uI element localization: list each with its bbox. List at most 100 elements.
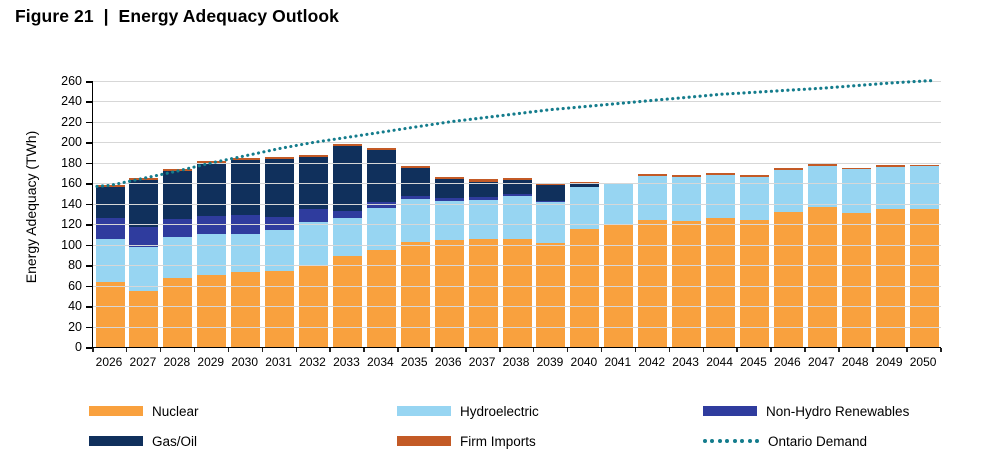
bar-2045-firm-imports [739,175,769,178]
bar-2040-hydroelectric [570,187,600,230]
x-tick [159,348,162,352]
legend-dot [754,439,759,443]
bar-2032-firm-imports [299,154,329,157]
bar-2044-firm-imports [706,173,736,176]
bar-2026-hydroelectric [95,238,125,282]
x-tick-label-2050: 2050 [909,355,937,369]
bar-2035-non-hydro-renewables [400,195,430,199]
x-tick [397,348,399,352]
bar-2030-gas-oil [231,159,261,215]
bar-2035-nuclear [400,241,430,347]
bar-2039-nuclear [536,242,566,347]
bar-2037-non-hydro-renewables [468,196,498,200]
bar-2037-firm-imports [468,179,498,183]
x-tick [431,348,433,352]
plot-area [92,79,941,348]
bar-2040-firm-imports [570,181,600,184]
x-tick-label-2048: 2048 [841,355,869,369]
y-tick-180 [86,162,92,165]
bar-2035-firm-imports [400,165,430,168]
x-tick [193,348,196,352]
y-tick-label-240: 240 [61,94,82,109]
bar-2043-hydroelectric [672,177,702,222]
x-tick-label-2029: 2029 [197,355,225,369]
bar-2038-firm-imports [502,177,532,181]
bar-2026-firm-imports [95,185,125,188]
x-tick-label-2037: 2037 [468,355,496,369]
bar-2046-hydroelectric [773,170,803,212]
bar-2048-firm-imports [841,167,871,169]
legend-swatch-gas-oil [89,436,143,446]
gridline-40 [93,306,941,308]
bar-2035-hydroelectric [400,198,430,242]
x-tick-label-2043: 2043 [672,355,699,369]
gridline-160 [93,183,941,185]
bar-2042-nuclear [638,220,668,347]
legend-dot [717,439,722,443]
bar-2039-firm-imports [536,183,566,186]
figure-title: Figure 21 | Energy Adequacy Outlook [15,6,339,26]
legend-item-ontario-demand: Ontario Demand [703,432,867,450]
ontario-demand-line [95,79,933,188]
bar-2046-firm-imports [773,167,803,170]
bar-2041-hydroelectric [604,184,634,226]
bar-2026-nuclear [95,281,125,347]
x-tick [702,348,705,352]
y-tick-220 [86,121,92,124]
bar-2049-firm-imports [875,165,905,167]
y-tick-80 [86,265,92,267]
bar-2046-nuclear [773,211,803,347]
legend-label-nuclear: Nuclear [152,403,199,419]
bar-2029-gas-oil [197,162,227,217]
gridline-60 [93,285,941,287]
bar-2043-firm-imports [672,175,702,178]
x-tick-label-2026: 2026 [95,355,123,369]
bar-2045-nuclear [739,220,769,347]
legend-item-gas-oil: Gas/Oil [89,432,197,450]
y-tick-label-20: 20 [68,319,82,334]
legend-dot [710,439,715,443]
bar-2049-hydroelectric [875,166,905,209]
bar-2036-nuclear [434,239,464,347]
legend-item-nuclear: Nuclear [89,402,199,420]
bar-2040-gas-oil [570,183,600,188]
x-tick [770,348,772,352]
gridline-200 [93,142,941,144]
x-tick [634,348,637,352]
y-tick-label-60: 60 [68,278,82,293]
legend-dot [732,439,737,443]
bar-2034-non-hydro-renewables [366,201,396,208]
y-tick-0 [86,347,92,349]
y-tick-60 [86,285,92,288]
x-tick [465,348,467,352]
bar-2030-nuclear [231,272,261,347]
bar-2036-non-hydro-renewables [434,197,464,201]
x-tick [532,348,535,352]
x-tick [499,348,501,352]
gridline-100 [93,244,941,246]
x-tick [872,348,874,352]
bar-2033-non-hydro-renewables [332,210,362,219]
x-tick-label-2042: 2042 [638,355,666,369]
legend-dot [740,439,745,443]
chart-legend: Nuclear Hydroelectric Non-Hydro Renewables… [0,398,982,460]
bar-2033-firm-imports [332,144,362,147]
y-tick-label-260: 260 [61,74,82,88]
x-tick-label-2030: 2030 [231,355,259,369]
x-tick-label-2028: 2028 [163,355,191,369]
bar-2027-firm-imports [129,178,159,181]
legend-label-gas-oil: Gas/Oil [152,433,198,449]
ontario-demand-path [95,79,933,188]
bar-2050-firm-imports [909,164,939,166]
y-tick-label-120: 120 [61,217,82,232]
x-tick-label-2047: 2047 [807,355,835,369]
y-tick-100 [86,244,92,247]
bar-2034-hydroelectric [366,207,396,250]
y-tick-label-160: 160 [61,176,82,191]
bar-2037-hydroelectric [468,199,498,239]
bar-2049-nuclear [875,208,905,347]
x-tick [363,348,365,352]
bar-2039-gas-oil [536,185,566,201]
x-tick-label-2044: 2044 [706,355,733,369]
